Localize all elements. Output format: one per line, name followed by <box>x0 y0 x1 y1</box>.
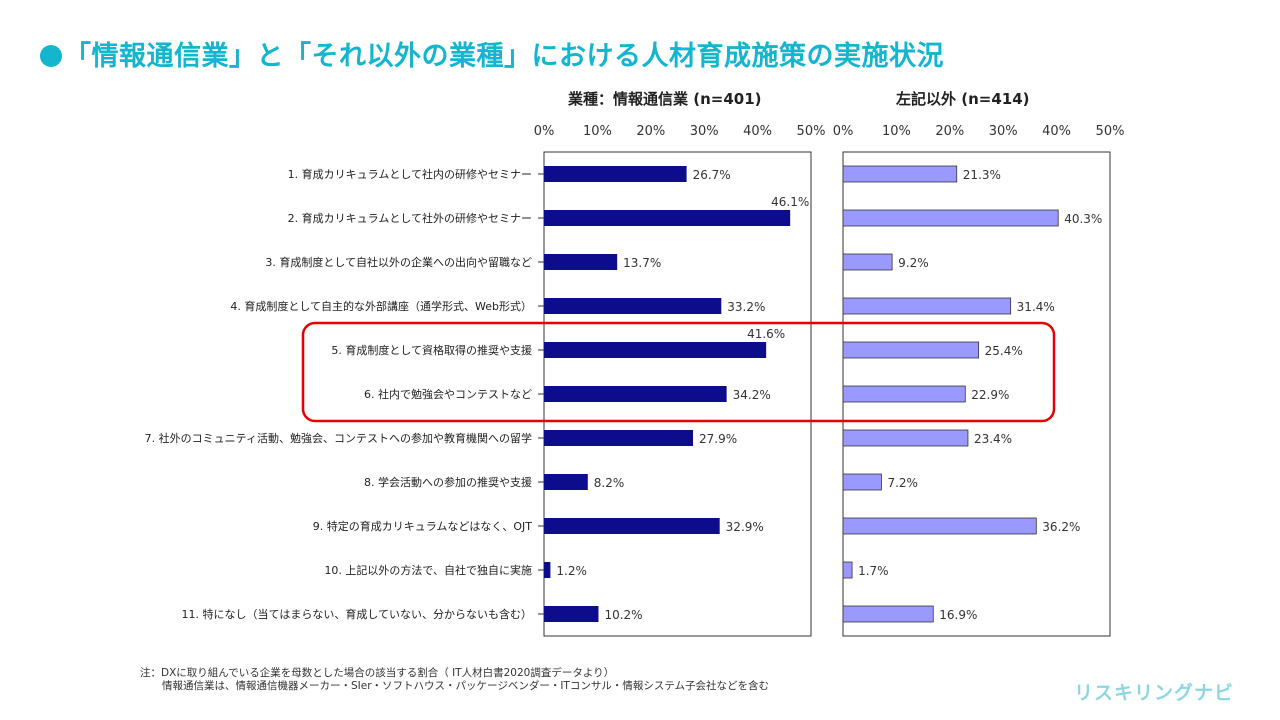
bar-series-2 <box>842 473 882 491</box>
data-label-series-2: 40.3% <box>1064 212 1102 226</box>
bar-series-1 <box>544 342 767 358</box>
bar-series-2 <box>842 165 958 183</box>
bar-series-1 <box>544 430 693 446</box>
brand-logo: リスキリングナビ <box>1074 682 1235 704</box>
footnote-line-1: 注：DXに取り組んでいる企業を母数とした場合の該当する割合（ IT人材白書202… <box>140 667 615 679</box>
x-tick-label: 20% <box>636 124 665 139</box>
x-tick-label: 30% <box>690 124 719 139</box>
x-tick-label: 40% <box>1042 124 1071 139</box>
footnote: 注：DXに取り組んでいる企業を母数とした場合の該当する割合（ IT人材白書202… <box>140 667 769 693</box>
bar-series-1 <box>544 254 618 270</box>
bar-series-2 <box>842 605 934 623</box>
data-label-series-1: 26.7% <box>693 168 731 182</box>
data-label-series-2: 22.9% <box>971 388 1009 402</box>
x-tick-label: 10% <box>882 124 911 139</box>
x-tick-label: 40% <box>743 124 772 139</box>
chart-title-series-2: 左記以外 (n=414) <box>896 90 1030 108</box>
category-label: 8. 学会活動への参加の推奨や支援 <box>364 475 532 489</box>
bar-chart: 0% 10% 20% 30% 40% 50% 26.7% 46.1% 13.7% 33.2% 41.… <box>145 124 1125 637</box>
category-label: 11. 特になし（当てはまらない、育成していない、分からないも含む） <box>182 607 532 621</box>
data-label-series-1: 10.2% <box>604 608 642 622</box>
bar-series-2 <box>842 517 1037 535</box>
data-label-series-2: 36.2% <box>1042 520 1080 534</box>
category-label: 1. 育成カリキュラムとして社内の研修やセミナー <box>288 167 532 181</box>
data-label-series-2: 16.9% <box>939 608 977 622</box>
x-tick-label: 10% <box>583 124 612 139</box>
data-label-series-1: 32.9% <box>726 520 764 534</box>
bar-series-2 <box>842 385 966 403</box>
bullet-dot-icon <box>40 45 62 67</box>
highlight-box <box>301 321 1056 423</box>
x-tick-label: 0% <box>833 124 854 139</box>
footnote-line-2: 情報通信業は、情報通信機器メーカー・SIer・ソフトハウス・パッケージベンダー・… <box>162 680 770 692</box>
x-tick-label: 0% <box>534 124 555 139</box>
category-label: 2. 育成カリキュラムとして社外の研修やセミナー <box>288 211 532 225</box>
bar-series-2 <box>842 209 1059 227</box>
data-label-series-2: 7.2% <box>887 476 918 490</box>
category-label: 9. 特定の育成カリキュラムなどはなく、OJT <box>313 519 533 533</box>
page-title: 「情報通信業」と「それ以外の業種」における人材育成施策の実施状況 <box>40 34 944 73</box>
data-label-series-1: 46.1% <box>771 195 809 209</box>
bar-series-2 <box>842 253 893 271</box>
x-tick-label: 20% <box>935 124 964 139</box>
data-label-series-2: 21.3% <box>963 168 1001 182</box>
bar-series-1 <box>544 386 727 402</box>
bar-series-2 <box>842 297 1012 315</box>
data-label-series-2: 25.4% <box>985 344 1023 358</box>
x-tick-label: 50% <box>1096 124 1125 139</box>
data-label-series-1: 27.9% <box>699 432 737 446</box>
bar-series-1 <box>544 210 791 226</box>
data-label-series-2: 1.7% <box>858 564 889 578</box>
bar-series-2 <box>842 561 853 579</box>
category-label: 4. 育成制度として自主的な外部講座（通学形式、Web形式） <box>230 299 532 313</box>
category-label: 7. 社外のコミュニティ活動、勉強会、コンテストへの参加や教育機関への留学 <box>145 431 532 445</box>
bar-series-1 <box>544 474 588 490</box>
bar-series-1 <box>544 562 551 578</box>
data-label-series-1: 8.2% <box>594 476 625 490</box>
x-tick-label: 50% <box>797 124 826 139</box>
data-label-series-2: 23.4% <box>974 432 1012 446</box>
bar-series-2 <box>842 429 969 447</box>
data-label-series-2: 31.4% <box>1017 300 1055 314</box>
data-label-series-1: 41.6% <box>747 327 785 341</box>
bar-series-2 <box>842 341 980 359</box>
data-label-series-1: 33.2% <box>727 300 765 314</box>
bar-series-1 <box>544 298 722 314</box>
data-label-series-1: 1.2% <box>556 564 587 578</box>
category-label: 10. 上記以外の方法で、自社で独自に実施 <box>324 563 532 577</box>
category-label: 6. 社内で勉強会やコンテストなど <box>364 387 532 401</box>
page-title-text: 「情報通信業」と「それ以外の業種」における人材育成施策の実施状況 <box>64 41 944 72</box>
bar-series-1 <box>544 606 599 622</box>
bar-series-1 <box>544 166 687 182</box>
chart-title-series-1: 業種：情報通信業 (n=401) <box>568 90 762 108</box>
x-tick-label: 30% <box>989 124 1018 139</box>
category-label: 3. 育成制度として自社以外の企業への出向や留職など <box>265 255 532 269</box>
data-label-series-2: 9.2% <box>898 256 929 270</box>
data-label-series-1: 13.7% <box>623 256 661 270</box>
data-label-series-1: 34.2% <box>733 388 771 402</box>
bar-series-1 <box>544 518 720 534</box>
category-label: 5. 育成制度として資格取得の推奨や支援 <box>331 343 532 357</box>
